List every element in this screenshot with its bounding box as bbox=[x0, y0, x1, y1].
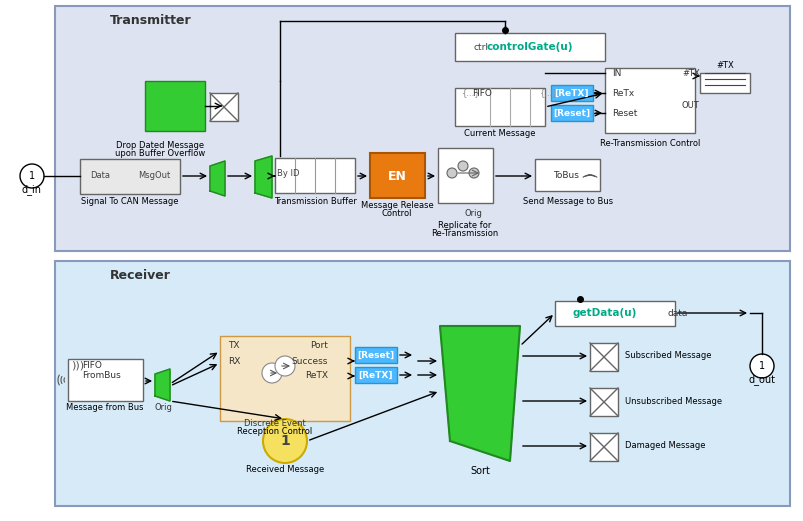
Circle shape bbox=[446, 168, 456, 178]
Text: data: data bbox=[667, 308, 687, 317]
Polygon shape bbox=[255, 156, 271, 198]
FancyBboxPatch shape bbox=[454, 88, 544, 126]
FancyBboxPatch shape bbox=[438, 148, 492, 203]
Text: RX: RX bbox=[228, 356, 240, 366]
Text: MsgOut: MsgOut bbox=[137, 170, 169, 180]
FancyBboxPatch shape bbox=[80, 159, 180, 194]
Text: Replicate for: Replicate for bbox=[438, 220, 491, 229]
Text: Transmission Buffer: Transmission Buffer bbox=[273, 196, 356, 205]
Text: ReTX: ReTX bbox=[304, 371, 328, 380]
Polygon shape bbox=[439, 326, 520, 461]
Text: {...}: {...} bbox=[462, 89, 480, 97]
Text: Port: Port bbox=[310, 341, 328, 351]
FancyBboxPatch shape bbox=[369, 153, 425, 198]
FancyBboxPatch shape bbox=[454, 33, 604, 61]
Text: 1: 1 bbox=[758, 361, 764, 371]
Text: {...}: {...} bbox=[540, 89, 558, 97]
Text: Drop Dated Message: Drop Dated Message bbox=[116, 142, 204, 151]
Text: Discrete Event: Discrete Event bbox=[244, 419, 305, 428]
Text: Message Release: Message Release bbox=[361, 202, 433, 210]
Text: TX: TX bbox=[228, 341, 239, 351]
FancyBboxPatch shape bbox=[699, 73, 749, 93]
Text: Send Message to Bus: Send Message to Bus bbox=[522, 196, 613, 205]
Text: d_in: d_in bbox=[22, 184, 42, 195]
Text: Reception Control: Reception Control bbox=[237, 428, 312, 437]
Polygon shape bbox=[210, 161, 225, 196]
Text: Re-Transmission: Re-Transmission bbox=[431, 229, 498, 238]
Text: #TX: #TX bbox=[681, 68, 699, 78]
FancyBboxPatch shape bbox=[604, 68, 694, 133]
Text: Sort: Sort bbox=[470, 466, 489, 476]
Text: FIFO: FIFO bbox=[82, 362, 102, 370]
Circle shape bbox=[275, 356, 295, 376]
Text: ReTx: ReTx bbox=[611, 89, 634, 97]
Text: Re-Transmission Control: Re-Transmission Control bbox=[599, 139, 699, 147]
Text: [ReTX]: [ReTX] bbox=[358, 370, 393, 379]
Text: FIFO: FIFO bbox=[471, 89, 491, 97]
Text: Orig: Orig bbox=[154, 403, 172, 413]
Text: OUT: OUT bbox=[681, 102, 699, 110]
FancyBboxPatch shape bbox=[550, 85, 593, 101]
FancyBboxPatch shape bbox=[220, 336, 349, 421]
Text: [Reset]: [Reset] bbox=[357, 351, 394, 359]
Text: [Reset]: [Reset] bbox=[552, 108, 590, 118]
Text: controlGate(u): controlGate(u) bbox=[486, 42, 573, 52]
FancyBboxPatch shape bbox=[68, 359, 143, 401]
Polygon shape bbox=[155, 369, 169, 401]
Text: Success: Success bbox=[291, 356, 328, 366]
Text: Transmitter: Transmitter bbox=[110, 14, 191, 27]
Text: ctrl: ctrl bbox=[474, 43, 488, 52]
Text: ))): ))) bbox=[71, 361, 84, 371]
FancyBboxPatch shape bbox=[589, 388, 618, 416]
FancyBboxPatch shape bbox=[145, 81, 205, 131]
FancyBboxPatch shape bbox=[355, 367, 397, 383]
Circle shape bbox=[749, 354, 773, 378]
Text: d_out: d_out bbox=[748, 375, 775, 386]
Text: ToBus: ToBus bbox=[552, 170, 578, 180]
Text: #TX: #TX bbox=[715, 61, 733, 70]
FancyBboxPatch shape bbox=[589, 343, 618, 371]
Circle shape bbox=[263, 419, 307, 463]
Text: 1: 1 bbox=[279, 434, 290, 448]
FancyBboxPatch shape bbox=[550, 105, 593, 121]
Text: 1: 1 bbox=[29, 171, 35, 181]
Text: Unsubscribed Message: Unsubscribed Message bbox=[624, 396, 721, 405]
Text: Damaged Message: Damaged Message bbox=[624, 441, 704, 451]
Text: Data: Data bbox=[90, 170, 110, 180]
FancyBboxPatch shape bbox=[210, 93, 238, 121]
Text: Current Message: Current Message bbox=[463, 129, 535, 138]
Text: Control: Control bbox=[381, 208, 412, 217]
FancyBboxPatch shape bbox=[55, 261, 789, 506]
Text: FromBus: FromBus bbox=[82, 371, 120, 380]
Text: Signal To CAN Message: Signal To CAN Message bbox=[81, 197, 178, 206]
Text: By ID: By ID bbox=[277, 168, 300, 178]
Text: Reset: Reset bbox=[611, 108, 637, 118]
Circle shape bbox=[20, 164, 44, 188]
Text: Received Message: Received Message bbox=[246, 465, 324, 474]
FancyBboxPatch shape bbox=[589, 433, 618, 461]
FancyBboxPatch shape bbox=[275, 158, 355, 193]
Text: Receiver: Receiver bbox=[110, 269, 171, 282]
Circle shape bbox=[468, 168, 479, 178]
Circle shape bbox=[458, 161, 467, 171]
Circle shape bbox=[262, 363, 282, 383]
Text: IN: IN bbox=[611, 68, 621, 78]
FancyBboxPatch shape bbox=[554, 301, 675, 326]
FancyBboxPatch shape bbox=[355, 347, 397, 363]
Text: getData(u): getData(u) bbox=[572, 308, 637, 318]
Text: Message from Bus: Message from Bus bbox=[66, 403, 144, 413]
FancyBboxPatch shape bbox=[534, 159, 599, 191]
Text: Orig: Orig bbox=[464, 208, 483, 217]
Text: [ReTX]: [ReTX] bbox=[554, 89, 589, 97]
Text: upon Buffer Overflow: upon Buffer Overflow bbox=[115, 150, 205, 158]
FancyBboxPatch shape bbox=[55, 6, 789, 251]
Text: EN: EN bbox=[387, 169, 406, 182]
Text: Subscribed Message: Subscribed Message bbox=[624, 352, 711, 361]
